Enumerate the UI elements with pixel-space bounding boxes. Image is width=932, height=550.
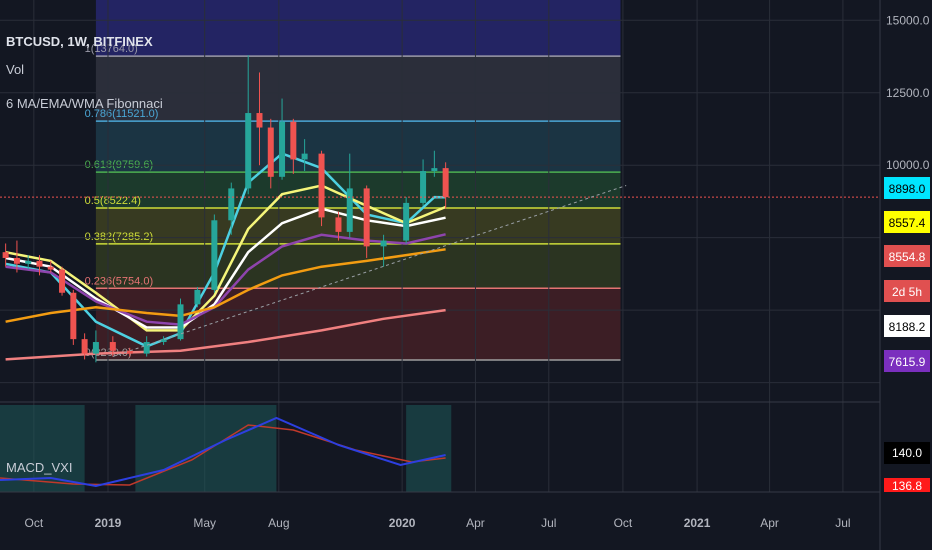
time-axis-label: Oct: [614, 516, 633, 530]
candle-body: [346, 188, 353, 232]
candle-body: [70, 292, 77, 340]
candle-body: [290, 121, 297, 160]
time-axis-label: Jul: [541, 516, 556, 530]
candle-body: [13, 257, 20, 264]
fib-band: [95, 121, 621, 173]
candle-body: [279, 121, 286, 177]
price-badge: [884, 211, 930, 233]
macd-badge-label: 140.0: [892, 446, 922, 460]
fib-level-label: 0.5(8522.4): [85, 195, 141, 207]
candle-body: [92, 342, 99, 354]
moving-average-line: [5, 184, 447, 332]
time-axis-label: Aug: [268, 516, 289, 530]
price-badge: [884, 177, 930, 199]
price-badge-label: 8898.0: [889, 182, 926, 196]
candle-body: [335, 217, 342, 232]
time-axis-label: 2019: [95, 516, 122, 530]
fib-band: [95, 243, 621, 289]
candle-body: [81, 339, 88, 354]
price-badge: [884, 245, 930, 267]
macd-badge: [884, 478, 930, 492]
candle-body: [256, 113, 263, 128]
price-badge: [884, 280, 930, 302]
time-axis-label: Apr: [760, 516, 779, 530]
price-badge: [884, 315, 930, 337]
time-axis-label: Apr: [466, 516, 485, 530]
time-axis-label: May: [193, 516, 216, 530]
trend-line: [112, 185, 627, 357]
volume-label: Vol: [6, 62, 25, 77]
fib-level-label: 0.236(5754.0): [85, 275, 154, 287]
candle-body: [143, 342, 150, 354]
price-badge-label: 8188.2: [889, 320, 926, 334]
time-axis-label: 2020: [389, 516, 416, 530]
fib-level-label: 0.786(11521.0): [85, 108, 159, 120]
candle-body: [228, 188, 235, 221]
moving-average-line: [5, 207, 446, 329]
price-axis-tick: 12500.0: [886, 86, 930, 100]
candle-body: [25, 260, 32, 264]
candle-body: [47, 266, 54, 270]
time-axis-label: 2021: [684, 516, 711, 530]
candle-body: [2, 252, 9, 258]
candle-body: [211, 220, 218, 290]
macd-badge-label: 136.8: [892, 479, 922, 493]
candle-body: [177, 304, 184, 340]
moving-average-line: [5, 233, 446, 326]
macd-shading: [406, 405, 452, 492]
symbol-title: BTCUSD, 1W, BITFINEX: [6, 34, 153, 49]
price-badge-label: 8557.4: [889, 216, 926, 230]
candle-body: [245, 113, 252, 189]
time-axis-label: Oct: [25, 516, 44, 530]
price-axis-tick: 15000.0: [886, 13, 930, 27]
candle-body: [363, 188, 370, 247]
candle-body: [267, 127, 274, 177]
candle-body: [160, 339, 167, 343]
price-badge-label: 8554.8: [889, 250, 926, 264]
fib-band: [95, 0, 621, 57]
candle-body: [126, 350, 133, 354]
price-badge-label: 7615.9: [889, 355, 926, 369]
candle-body: [36, 260, 43, 267]
candle-body: [318, 153, 325, 218]
macd-badge: [884, 442, 930, 464]
candle-body: [194, 289, 201, 305]
price-badge: [884, 350, 930, 372]
price-axis-bg: [880, 0, 932, 550]
candle-body: [380, 240, 387, 247]
candle-body: [301, 153, 308, 160]
price-badge-label: 2d 5h: [892, 285, 922, 299]
candle-body: [109, 342, 116, 351]
fib-band: [95, 56, 621, 122]
indicator-label: 6 MA/EMA/WMA Fibonnaci: [6, 96, 163, 111]
fib-level-label: 1(13764.0): [85, 43, 138, 55]
candle-body: [403, 202, 410, 241]
candle-body: [431, 168, 438, 172]
macd-line: [0, 416, 446, 488]
macd-label: MACD_VXI: [6, 460, 73, 475]
fib-level-label: 0.382(7285.2): [85, 231, 154, 243]
moving-average-line: [5, 248, 446, 323]
time-axis-label: Jul: [835, 516, 850, 530]
candle-body: [442, 168, 449, 198]
candle-body: [59, 269, 66, 293]
candle-body: [420, 171, 427, 203]
price-axis-tick: 10000.0: [886, 158, 930, 172]
